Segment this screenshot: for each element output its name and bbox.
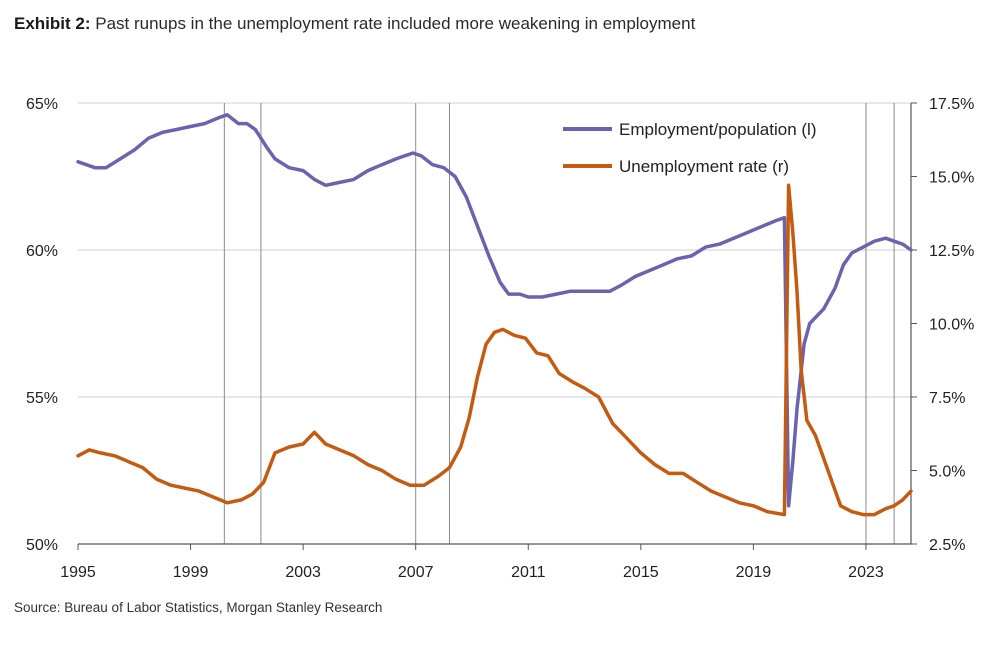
title-text: Past runups in the unemployment rate inc…	[90, 14, 696, 33]
x-tick-label-6: 2019	[736, 564, 772, 581]
x-tick-label-1: 1999	[173, 564, 209, 581]
exhibit-label: Exhibit 2:	[14, 14, 91, 33]
legend-label-1: Unemployment rate (r)	[619, 157, 789, 176]
left-tick-label-0: 50%	[26, 537, 58, 554]
right-tick-label-2: 7.5%	[929, 390, 965, 407]
x-tick-label-3: 2007	[398, 564, 434, 581]
right-tick-label-6: 17.5%	[929, 96, 974, 113]
right-tick-label-4: 12.5%	[929, 243, 974, 260]
x-tick-label-5: 2015	[623, 564, 659, 581]
x-tick-label-0: 1995	[60, 564, 96, 581]
left-tick-label-2: 60%	[26, 243, 58, 260]
right-tick-label-1: 5.0%	[929, 464, 965, 481]
unemployment-rate-line	[76, 183, 913, 517]
employment-population-line	[76, 113, 913, 508]
legend-label-0: Employment/population (l)	[619, 120, 816, 139]
x-tick-label-2: 2003	[285, 564, 321, 581]
right-tick-label-3: 10.0%	[929, 317, 974, 334]
x-tick-label-4: 2011	[511, 564, 546, 581]
left-tick-label-1: 55%	[26, 390, 58, 407]
source-note: Source: Bureau of Labor Statistics, Morg…	[14, 600, 383, 615]
right-tick-label-5: 15.0%	[929, 170, 974, 187]
chart-title: Exhibit 2: Past runups in the unemployme…	[14, 14, 695, 34]
left-tick-label-3: 65%	[26, 96, 58, 113]
x-tick-label-7: 2023	[848, 564, 884, 581]
right-tick-label-0: 2.5%	[929, 537, 965, 554]
